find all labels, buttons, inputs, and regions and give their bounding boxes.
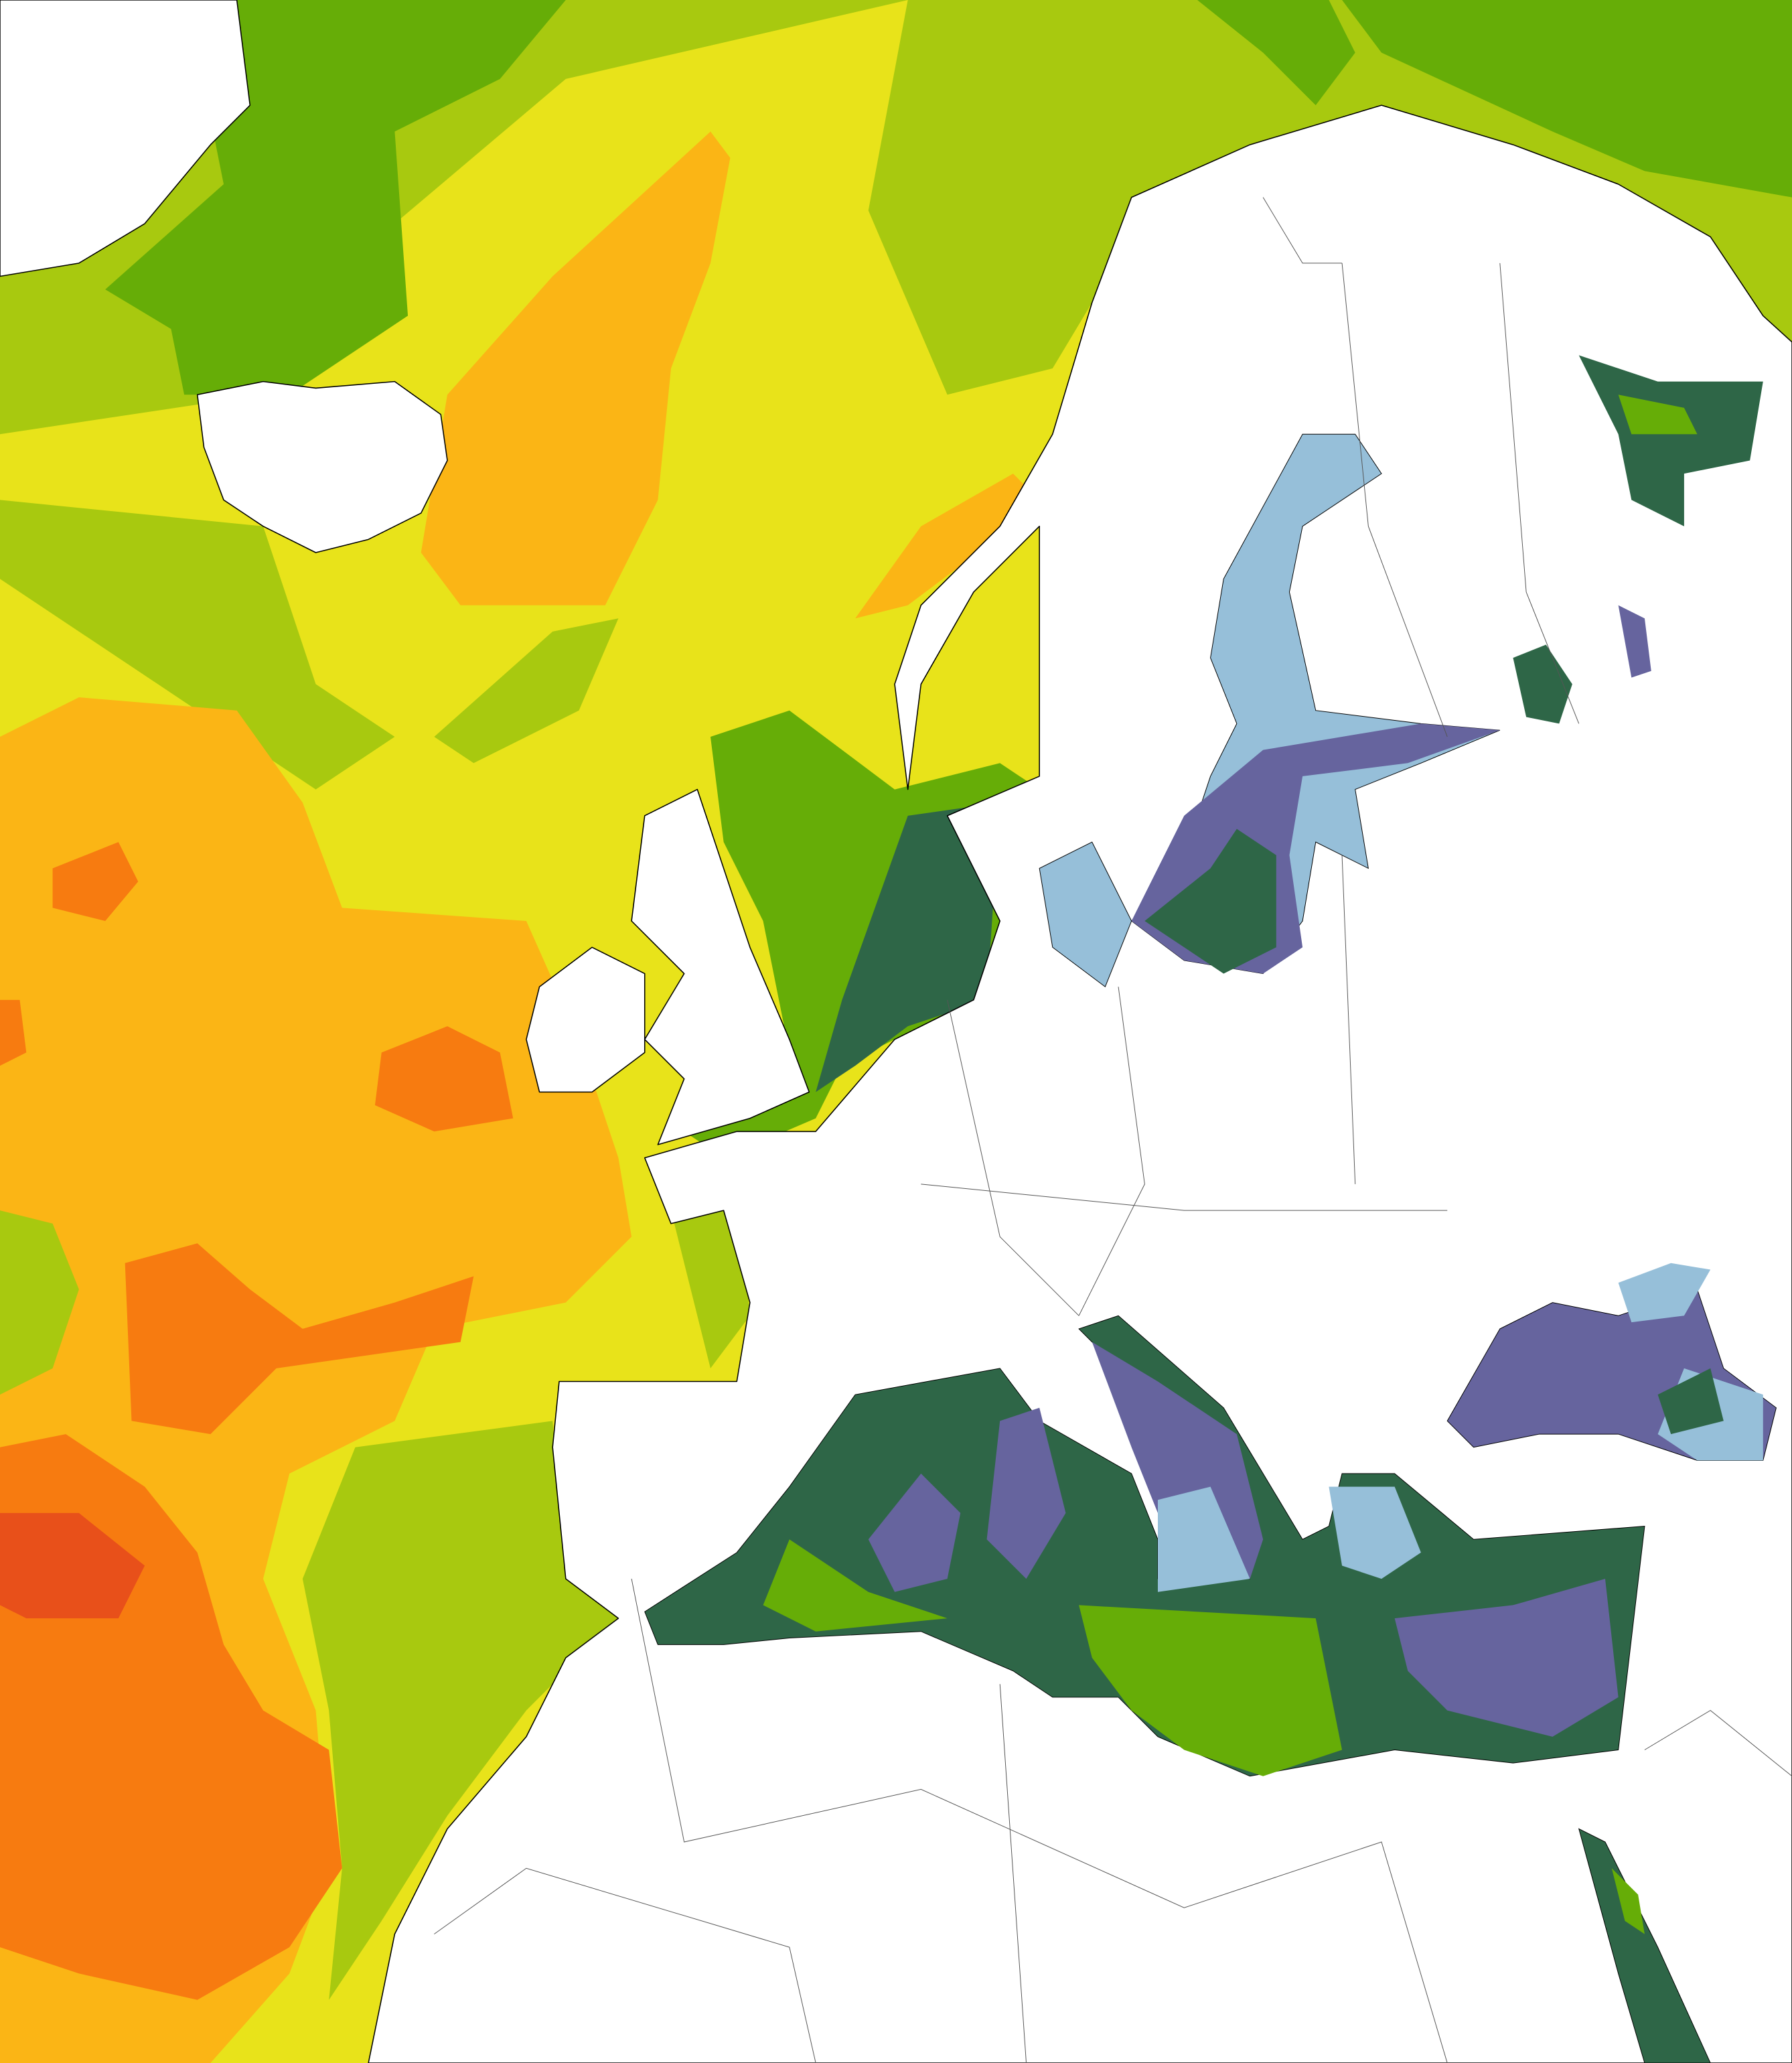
wave-zone-dark-orange xyxy=(52,842,139,921)
land-britain xyxy=(631,788,810,1145)
wave-zone-dark-green xyxy=(1657,1368,1724,1435)
wave-zone-green xyxy=(763,1539,948,1632)
wave-zone-light-green xyxy=(434,618,619,764)
wave-zone-green xyxy=(1342,0,1792,198)
wave-zone-light-blue xyxy=(1618,1263,1711,1323)
wave-zone-purple xyxy=(868,1474,961,1592)
wave-zone-green xyxy=(1618,395,1698,435)
wave-zone-orange xyxy=(421,131,731,606)
wave-zone-light-blue xyxy=(1157,1486,1250,1592)
land-iceland xyxy=(196,380,448,553)
wave-zone-dark-green xyxy=(1513,644,1572,724)
wave-zone-light-green xyxy=(0,1210,79,1395)
wave-zone-dark-green xyxy=(1144,829,1276,974)
wave-zone-light-green xyxy=(0,500,395,790)
wave-zone-red-orange xyxy=(0,1512,145,1619)
sea-red xyxy=(1578,1828,1711,2063)
wave-zone-dark-green xyxy=(816,802,1000,1092)
wave-zone-purple xyxy=(1394,1579,1619,1737)
wave-zone-light-green xyxy=(302,1421,619,2000)
wave-zone-orange xyxy=(855,474,1040,619)
wave-zone-dark-orange xyxy=(374,1026,514,1132)
wave-zone-dark-orange xyxy=(0,999,27,1066)
land-ireland xyxy=(526,946,646,1093)
wave-zone-green xyxy=(1079,1605,1343,1776)
wave-zone-purple xyxy=(986,1407,1066,1579)
wave-zone-green xyxy=(1611,1868,1645,1934)
wave-zone-light-green xyxy=(0,0,1792,435)
wave-zone-dark-orange xyxy=(125,1243,474,1435)
sea-mediterranean xyxy=(644,1315,1645,1777)
wave-zone-light-blue xyxy=(1329,1486,1421,1579)
country-borders xyxy=(434,197,1792,2063)
land-greenland xyxy=(0,0,251,277)
wave-zone-green xyxy=(1197,0,1355,106)
wave-zone-purple xyxy=(1618,605,1651,678)
